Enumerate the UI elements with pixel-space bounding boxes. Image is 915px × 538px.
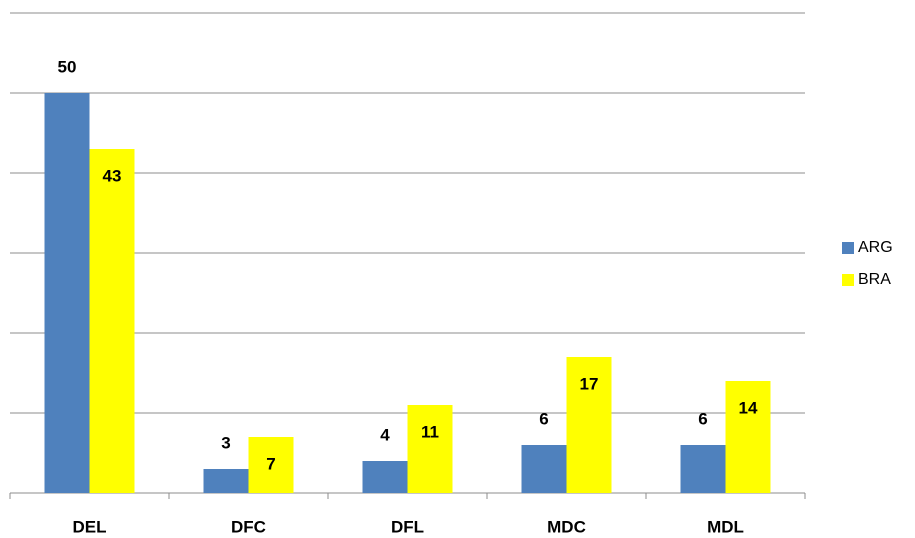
x-tick-label: MDL	[707, 517, 744, 536]
x-tick-label: DFC	[231, 517, 266, 536]
x-tick-label: DEL	[73, 517, 107, 536]
bar	[89, 149, 135, 493]
data-label: 14	[739, 398, 758, 417]
data-label: 50	[58, 57, 77, 76]
bar	[203, 469, 249, 493]
legend-swatch	[842, 274, 854, 286]
data-label: 4	[380, 425, 390, 444]
data-label: 6	[539, 409, 548, 428]
data-label: 43	[103, 166, 122, 185]
bar	[407, 405, 453, 493]
bar	[680, 445, 726, 493]
x-tick-label: DFL	[391, 517, 424, 536]
x-tick-label: MDC	[547, 517, 586, 536]
legend-label: ARG	[858, 239, 893, 256]
bar	[566, 357, 612, 493]
legend-swatch	[842, 242, 854, 254]
data-label: 3	[221, 433, 230, 452]
bar	[248, 437, 294, 493]
data-label: 17	[580, 374, 599, 393]
data-label: 6	[698, 409, 707, 428]
bar	[44, 93, 90, 493]
bar	[362, 461, 408, 493]
bar	[725, 381, 771, 493]
bar	[521, 445, 567, 493]
data-label: 7	[266, 454, 275, 473]
legend-label: BRA	[858, 271, 891, 288]
data-label: 11	[421, 422, 439, 441]
